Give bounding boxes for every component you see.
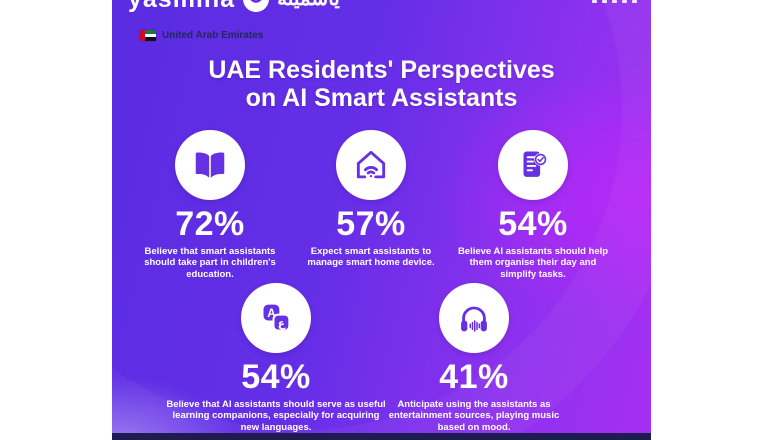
page-title: UAE Residents' Perspectives on AI Smart … [112, 56, 651, 112]
stat-value: 72% [175, 205, 245, 243]
stat-description: Believe that AI assistants should serve … [166, 399, 386, 433]
stat-description: Expect smart assistants to manage smart … [307, 246, 435, 269]
partner-logo-partial-icon [592, 0, 637, 3]
brand-smiley-icon [243, 0, 270, 12]
infographic-panel: yasmina ياسمينة United Arab Emirates UAE… [112, 0, 651, 440]
translation-icon: A ع [241, 283, 311, 353]
stat-value: 57% [336, 205, 406, 243]
task-check-icon [498, 130, 568, 200]
stat-card-smart-home: 57% Expect smart assistants to manage sm… [287, 130, 455, 269]
page-title-line2: on AI Smart Assistants [245, 84, 518, 112]
brand-logo-arabic: ياسمينة [277, 0, 340, 12]
page-title-line1: UAE Residents' Perspectives [208, 56, 555, 84]
stat-card-organise: 54% Believe AI assistants should help th… [443, 130, 623, 280]
stat-value: 54% [241, 358, 311, 396]
stat-card-education: 72% Believe that smart assistants should… [132, 130, 288, 280]
stat-card-languages: A ع 54% Believe that AI assistants shoul… [156, 283, 396, 433]
svg-text:A: A [267, 307, 276, 320]
headphones-icon [439, 283, 509, 353]
stat-value: 41% [439, 358, 509, 396]
brand-logo: yasmina ياسمينة [128, 0, 340, 12]
footer-bar [112, 433, 651, 440]
country-row: United Arab Emirates [140, 30, 263, 41]
stat-description: Anticipate using the assistants as enter… [388, 399, 560, 433]
stat-description: Believe AI assistants should help them o… [457, 246, 609, 280]
stat-value: 54% [498, 205, 568, 243]
brand-logo-latin: yasmina [128, 0, 235, 12]
uae-flag-icon [140, 30, 156, 41]
svg-text:ع: ع [278, 317, 286, 330]
country-label: United Arab Emirates [162, 30, 264, 41]
book-icon [175, 130, 245, 200]
stat-card-entertainment: 41% Anticipate using the assistants as e… [354, 283, 594, 433]
smart-home-icon [336, 130, 406, 200]
stat-description: Believe that smart assistants should tak… [144, 246, 276, 280]
